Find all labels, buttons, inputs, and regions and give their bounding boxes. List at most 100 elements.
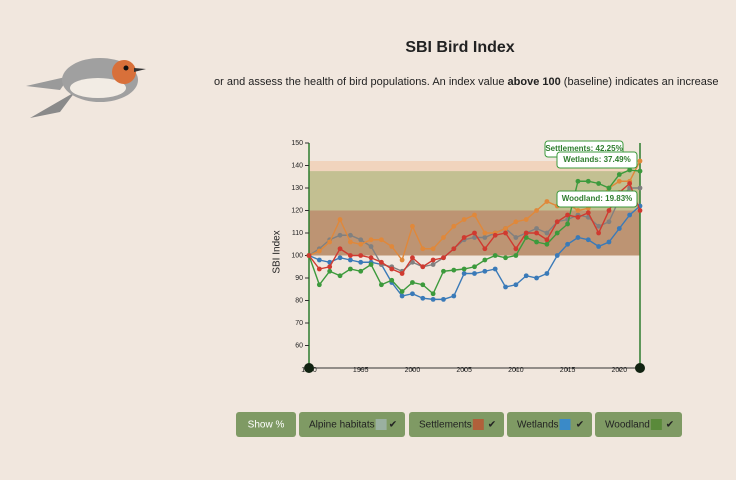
data-point: [410, 291, 415, 297]
data-point: [472, 271, 477, 276]
toggle-button[interactable]: [409, 412, 504, 437]
intro-bold: above 100: [508, 76, 561, 88]
check-mark: ✔: [666, 420, 674, 431]
data-point: [389, 244, 395, 249]
toggle-button[interactable]: [236, 412, 296, 437]
button-label: Woodland: [605, 420, 650, 431]
data-point: [399, 289, 405, 294]
data-point: [316, 257, 322, 263]
data-point: [606, 219, 612, 225]
data-point: [358, 259, 364, 265]
button-label: Show %: [248, 420, 285, 431]
data-point: [565, 241, 570, 247]
data-point: [513, 253, 519, 258]
data-point: [410, 255, 415, 261]
intro-text: or and assess the health of bird populat…: [214, 76, 736, 88]
y-tick-label: 140: [291, 162, 303, 169]
y-tick-label: 110: [292, 230, 303, 237]
data-point: [596, 223, 602, 229]
data-point: [368, 255, 374, 261]
data-point: [554, 219, 560, 225]
data-point: [492, 232, 498, 238]
data-point: [575, 178, 581, 184]
data-point: [399, 257, 405, 263]
data-point: [544, 271, 550, 276]
x-tick-label: 2000: [405, 367, 421, 374]
button-icon: [472, 419, 484, 430]
tooltip-text: Settlements: 42.25%: [545, 144, 622, 153]
data-point: [399, 271, 405, 276]
tooltip-box: [556, 190, 638, 208]
data-point: [441, 235, 446, 240]
toggle-button[interactable]: [299, 412, 405, 437]
x-tick-label: 2005: [456, 367, 472, 374]
data-point: [420, 282, 426, 288]
data-point: [616, 178, 622, 184]
data-point: [482, 257, 488, 263]
data-point: [368, 244, 374, 249]
data-point: [544, 241, 550, 247]
y-tick-label: 100: [291, 252, 303, 259]
data-point: [337, 217, 343, 222]
robin-illustration: [26, 58, 146, 118]
data-point: [585, 237, 591, 243]
data-point: [503, 284, 508, 290]
data-point: [596, 181, 602, 186]
data-point: [461, 271, 467, 276]
range-handle[interactable]: [635, 363, 645, 373]
button-label: Alpine habitats: [309, 420, 375, 431]
tooltip-text: Wetlands: 37.49%: [563, 155, 630, 164]
data-point: [451, 246, 457, 252]
data-point: [410, 280, 415, 285]
x-tick-label: 2015: [560, 367, 576, 374]
data-point: [637, 185, 643, 191]
data-point: [534, 230, 539, 236]
data-point: [327, 239, 333, 245]
data-point: [451, 267, 457, 273]
data-point: [306, 253, 312, 258]
data-point: [627, 167, 633, 173]
data-point: [399, 293, 405, 299]
data-point: [534, 208, 539, 213]
data-point: [451, 223, 457, 229]
toggle-button[interactable]: [507, 412, 592, 437]
data-point: [441, 296, 446, 302]
data-point: [337, 273, 343, 279]
data-point: [523, 273, 529, 279]
data-point: [337, 246, 343, 252]
tooltip-box: [556, 151, 638, 169]
y-tick-label: 60: [295, 342, 303, 349]
data-point: [430, 291, 436, 297]
data-point: [585, 178, 591, 184]
data-point: [347, 232, 353, 238]
data-point: [616, 226, 622, 231]
data-point: [316, 266, 322, 272]
data-point: [523, 230, 529, 236]
y-tick-label: 120: [291, 207, 303, 214]
data-point: [503, 230, 508, 236]
data-point: [575, 235, 581, 240]
data-point: [358, 237, 364, 243]
data-point: [327, 268, 333, 274]
data-point: [472, 264, 477, 270]
data-point: [472, 212, 477, 218]
data-point: [316, 248, 322, 254]
data-point: [482, 235, 488, 240]
data-point: [389, 277, 395, 283]
range-handle[interactable]: [304, 363, 314, 373]
data-point: [606, 208, 612, 213]
data-point: [441, 268, 446, 274]
toggle-button[interactable]: [595, 412, 682, 437]
data-point: [554, 253, 560, 258]
data-point: [430, 246, 436, 252]
data-point: [430, 296, 436, 302]
data-point: [451, 293, 457, 299]
data-point: [316, 282, 322, 288]
data-point: [503, 255, 508, 261]
data-point: [513, 235, 519, 240]
data-point: [492, 266, 498, 272]
y-tick-label: 150: [291, 140, 303, 147]
data-point: [492, 253, 498, 258]
data-point: [606, 239, 612, 245]
